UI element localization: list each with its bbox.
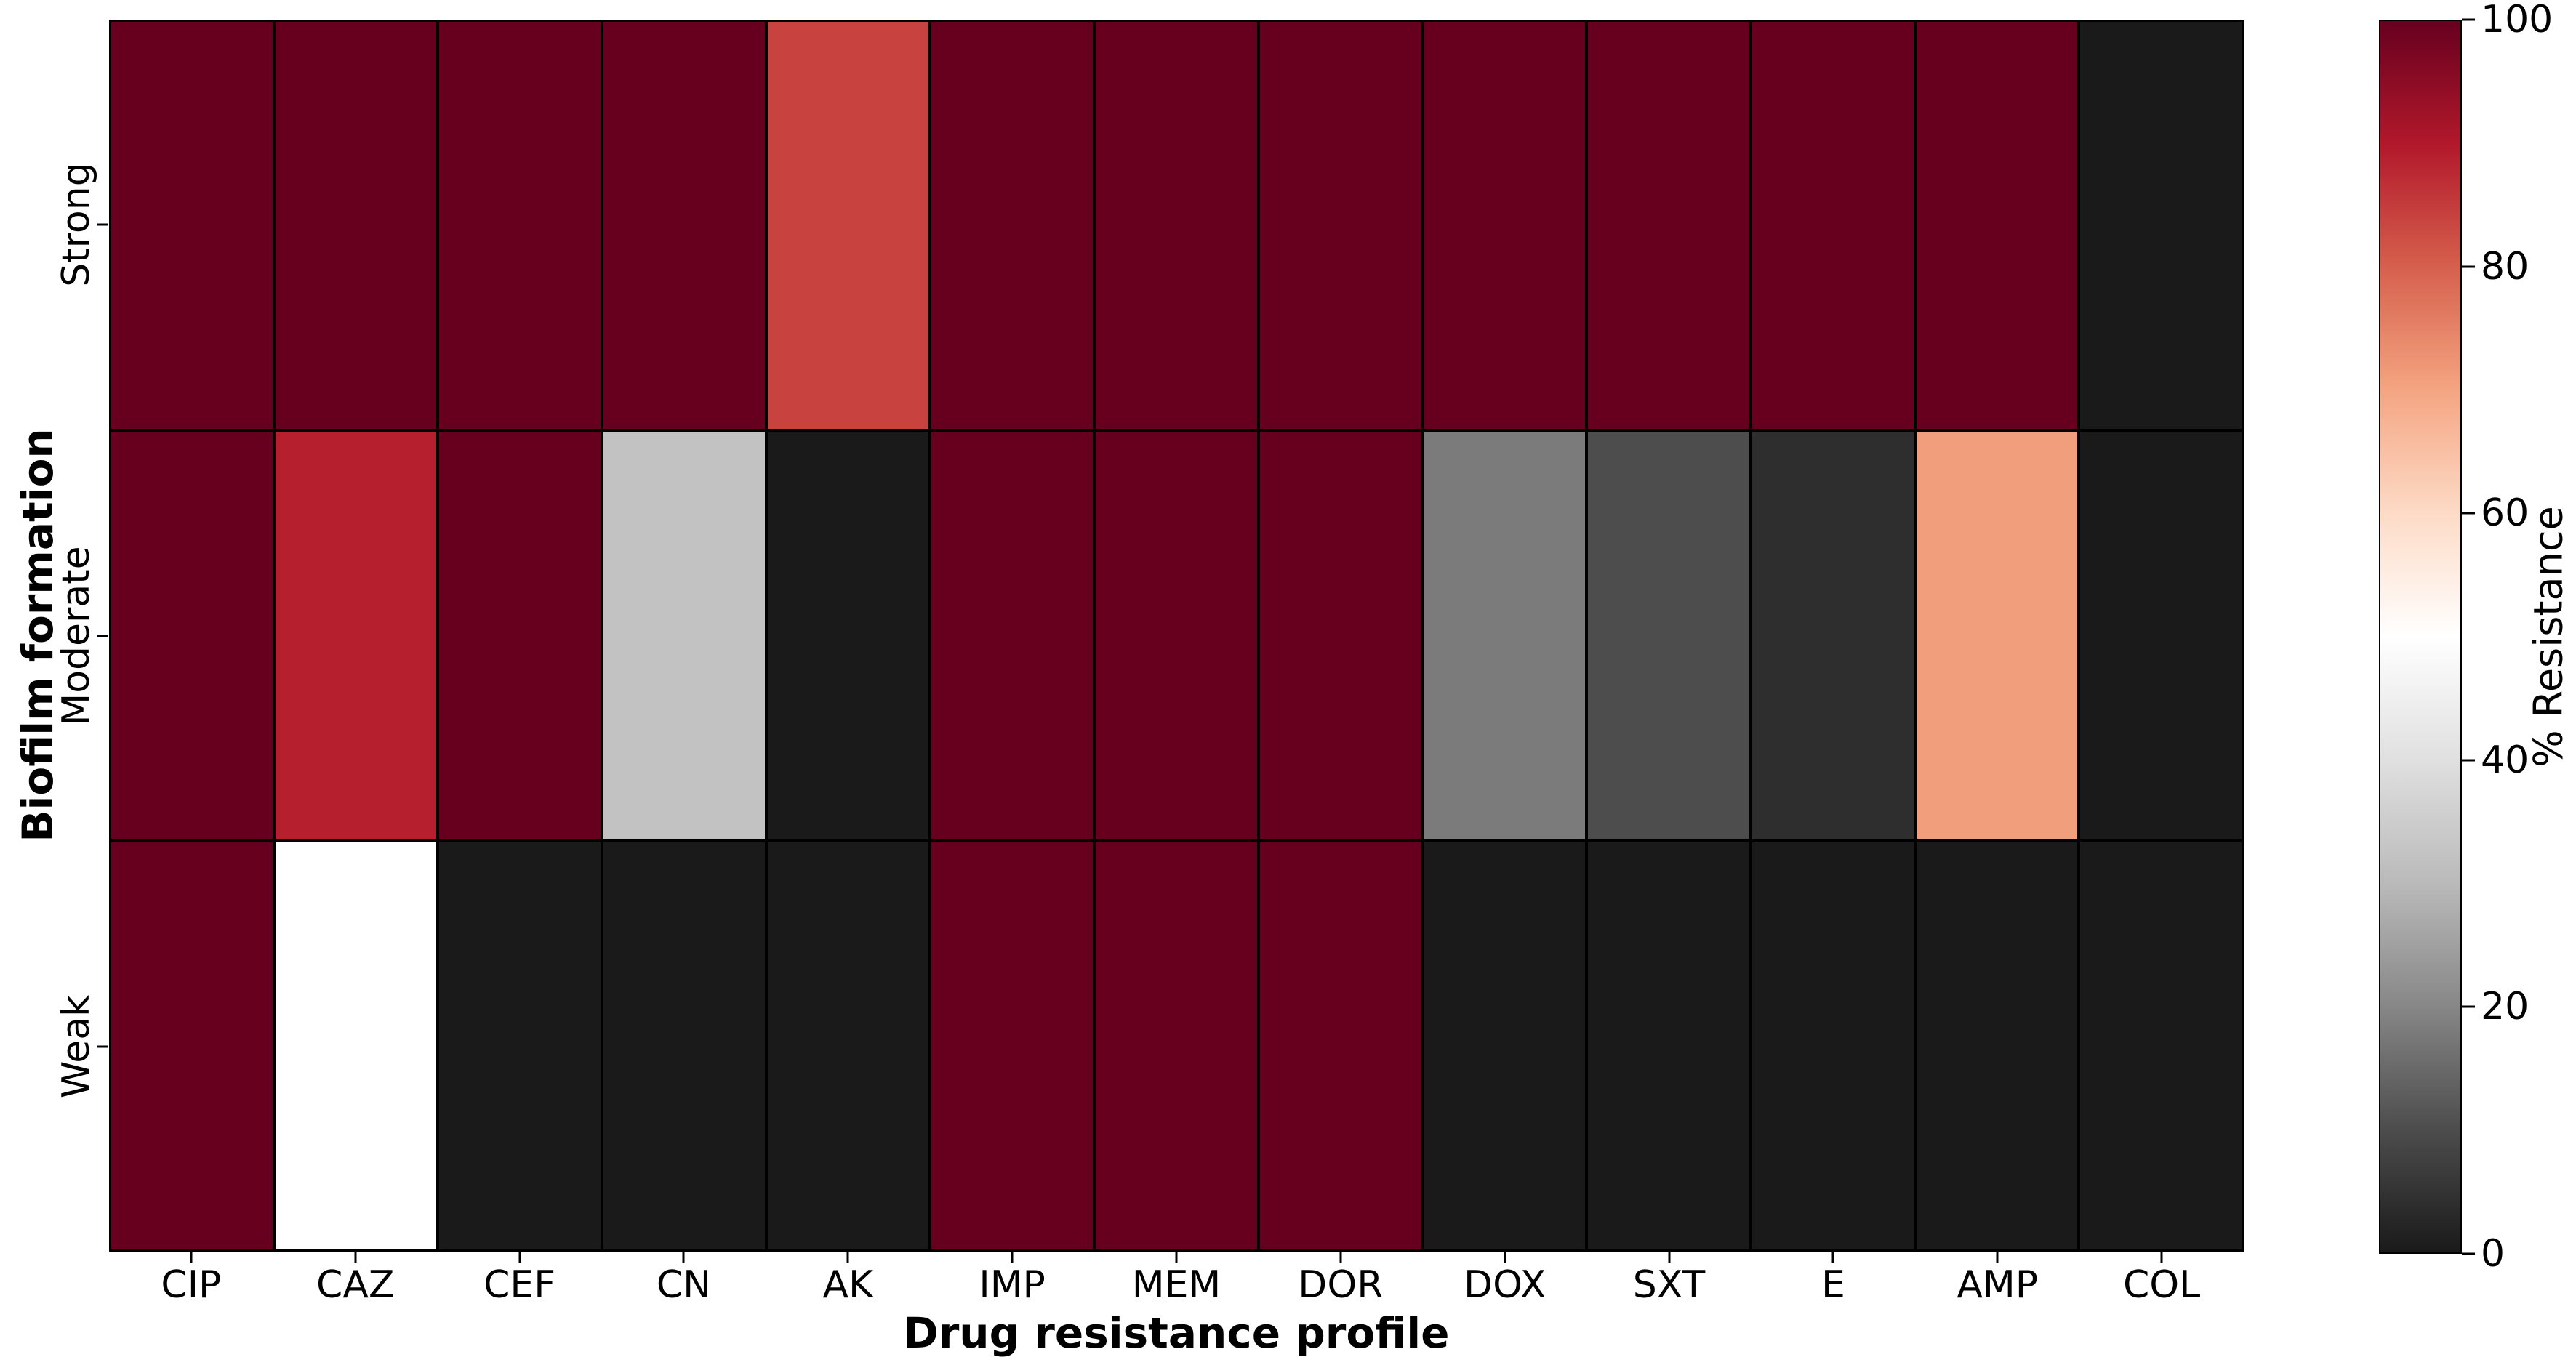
heatmap-cell	[767, 432, 929, 839]
x-tick-mark	[1175, 1252, 1178, 1263]
heatmap-cell	[931, 22, 1094, 430]
x-tick-label: SXT	[1632, 1263, 1706, 1307]
x-tick-label: DOX	[1464, 1263, 1546, 1307]
heatmap-cell	[767, 22, 929, 430]
heatmap-cell	[2080, 842, 2242, 1249]
heatmap-cell	[1096, 22, 1257, 430]
heatmap-cell	[439, 432, 601, 839]
x-tick-label: CEF	[483, 1263, 556, 1307]
heatmap-cell	[2080, 432, 2242, 839]
colorbar-tick-label: 60	[2481, 491, 2529, 536]
heatmap-cell	[1259, 842, 1421, 1249]
heatmap-cell	[603, 22, 765, 430]
x-tick-label: CIP	[161, 1263, 222, 1307]
heatmap-cell	[1588, 842, 1749, 1249]
heatmap-grid	[109, 20, 2244, 1252]
colorbar-tick-mark	[2462, 18, 2475, 21]
y-tick-label: Strong	[55, 162, 98, 288]
heatmap-cell	[275, 22, 437, 430]
heatmap-cell	[275, 842, 437, 1249]
heatmap-cell	[1752, 22, 1914, 430]
y-axis-ticks	[97, 20, 109, 1252]
colorbar-tick-labels: 0 20 40 60 80 100	[2481, 0, 2568, 1276]
heatmap-cell	[1588, 432, 1749, 839]
x-tick-label: DOR	[1298, 1263, 1384, 1307]
heatmap-cell	[1752, 842, 1914, 1249]
heatmap-cell	[1259, 22, 1421, 430]
colorbar-tick-label: 100	[2481, 0, 2553, 41]
x-tick-label: E	[1821, 1263, 1845, 1307]
heatmap-cell	[931, 842, 1094, 1249]
x-axis-title: Drug resistance profile	[903, 1308, 1450, 1357]
x-tick-mark	[354, 1252, 357, 1263]
heatmap-cell	[1916, 842, 2078, 1249]
colorbar-ticks	[2462, 18, 2476, 1255]
x-tick-mark	[518, 1252, 521, 1263]
heatmap-cell	[1096, 432, 1257, 839]
x-axis-tick-labels: CIP CAZ CEF CN AK IMP MEM DOR DOX SXT E AMP COL	[109, 1263, 2244, 1307]
heatmap-cell	[603, 842, 765, 1249]
y-tick-mark	[97, 223, 108, 226]
heatmap-cell	[275, 432, 437, 839]
heatmap-cell	[767, 842, 929, 1249]
colorbar-tick-mark	[2462, 1252, 2475, 1255]
heatmap-cell	[1916, 22, 2078, 430]
x-tick-mark	[846, 1252, 849, 1263]
colorbar-tick-mark	[2462, 759, 2475, 762]
colorbar-tick-mark	[2462, 265, 2475, 268]
x-axis-ticks	[109, 1252, 2244, 1263]
heatmap-cell	[1424, 432, 1586, 839]
heatmap-cell	[1096, 842, 1257, 1249]
x-tick-label: CAZ	[316, 1263, 395, 1307]
x-tick-label: IMP	[979, 1263, 1046, 1307]
x-tick-label: AK	[822, 1263, 874, 1307]
heatmap-cell	[1752, 432, 1914, 839]
heatmap-cell	[603, 432, 765, 839]
x-tick-label: AMP	[1957, 1263, 2039, 1307]
y-tick-label: Weak	[55, 994, 98, 1098]
colorbar-tick-label: 20	[2481, 985, 2529, 1029]
colorbar-tick-mark	[2462, 1005, 2475, 1008]
heatmap-cell	[2080, 22, 2242, 430]
x-tick-label: CN	[656, 1263, 712, 1307]
colorbar-tick-label: 80	[2481, 244, 2529, 289]
x-tick-label: MEM	[1131, 1263, 1221, 1307]
x-tick-mark	[2160, 1252, 2163, 1263]
heatmap-cell	[1424, 22, 1586, 430]
x-tick-mark	[1339, 1252, 1342, 1263]
heatmap-cell	[1588, 22, 1749, 430]
colorbar-title: % Resistance	[2525, 506, 2572, 768]
heatmap-cell	[439, 22, 601, 430]
colorbar-tick-mark	[2462, 512, 2475, 515]
heatmap-cell	[111, 22, 273, 430]
heatmap-cell	[111, 432, 273, 839]
x-tick-mark	[1831, 1252, 1834, 1263]
colorbar-tick-label: 40	[2481, 738, 2529, 782]
heatmap-cell	[439, 842, 601, 1249]
heatmap-cell	[1424, 842, 1586, 1249]
y-tick-mark	[97, 1045, 108, 1047]
heatmap-cell	[1916, 432, 2078, 839]
heatmap-cell	[111, 842, 273, 1249]
y-tick-mark	[97, 635, 108, 637]
x-tick-mark	[1504, 1252, 1506, 1263]
x-tick-mark	[1996, 1252, 1999, 1263]
x-tick-mark	[1668, 1252, 1671, 1263]
y-axis-title: Biofilm formation	[13, 428, 63, 842]
heatmap-cell	[931, 432, 1094, 839]
x-tick-mark	[682, 1252, 685, 1263]
x-tick-label: COL	[2122, 1263, 2201, 1307]
colorbar-tick-label: 0	[2481, 1232, 2505, 1276]
x-tick-mark	[190, 1252, 193, 1263]
x-tick-mark	[1011, 1252, 1014, 1263]
colorbar-gradient	[2379, 20, 2462, 1254]
heatmap-cell	[1259, 432, 1421, 839]
